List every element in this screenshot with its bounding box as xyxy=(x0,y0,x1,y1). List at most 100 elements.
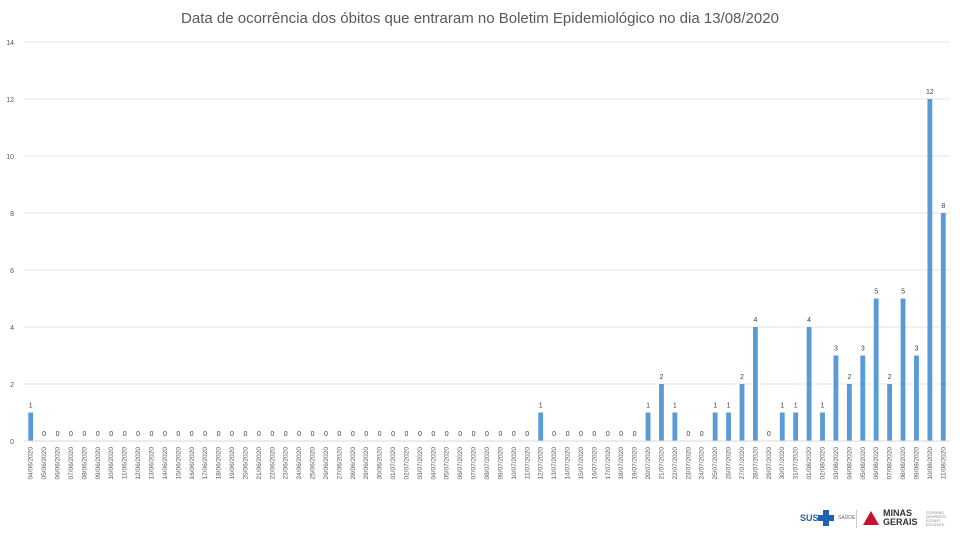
y-axis-ticks: 0 2 4 6 8 10 12 14 xyxy=(6,40,14,446)
data-label: 0 xyxy=(700,431,704,438)
bar xyxy=(860,355,866,441)
data-label: 2 xyxy=(740,374,744,381)
data-label: 0 xyxy=(284,431,288,438)
x-tick-label: 20/07/2020 xyxy=(645,447,652,480)
data-label: 0 xyxy=(351,431,355,438)
data-label: 0 xyxy=(324,431,328,438)
x-axis-ticks: 04/06/2020 05/06/2020 06/06/2020 07/06/2020… xyxy=(28,447,948,480)
x-tick-label: 13/07/2020 xyxy=(551,447,558,480)
data-label: 0 xyxy=(606,431,610,438)
data-label: 8 xyxy=(941,203,945,210)
x-tick-label: 08/06/2020 xyxy=(81,447,88,480)
data-label: 0 xyxy=(270,431,274,438)
bar xyxy=(712,412,718,441)
data-label: 2 xyxy=(888,374,892,381)
footer-logos: SUS SAÚDE MINAS GERAIS GOVERNO DIFERENTE… xyxy=(800,506,950,532)
data-label: 0 xyxy=(619,431,623,438)
data-label: 0 xyxy=(243,431,247,438)
x-tick-label: 06/07/2020 xyxy=(457,447,464,480)
bar xyxy=(900,298,906,441)
data-label: 4 xyxy=(753,317,757,324)
bar xyxy=(820,412,825,441)
data-label: 0 xyxy=(458,431,462,438)
x-tick-label: 29/07/2020 xyxy=(766,447,773,480)
bar xyxy=(28,412,34,441)
slogan-line-1: GOVERNO xyxy=(926,511,944,515)
chart-title: Data de ocorrência dos óbitos que entrar… xyxy=(181,10,779,27)
x-tick-label: 10/08/2020 xyxy=(927,447,934,480)
x-tick-label: 17/06/2020 xyxy=(202,447,209,480)
sus-cross-icon xyxy=(818,510,834,526)
data-label: 0 xyxy=(566,431,570,438)
x-tick-label: 10/07/2020 xyxy=(511,447,518,480)
y-tick-label: 2 xyxy=(10,382,14,389)
x-tick-label: 28/07/2020 xyxy=(752,447,759,480)
x-tick-label: 25/06/2020 xyxy=(310,447,317,480)
data-label: 0 xyxy=(485,431,489,438)
x-tick-label: 08/08/2020 xyxy=(900,447,907,480)
x-tick-label: 26/07/2020 xyxy=(726,447,733,480)
bar xyxy=(659,384,664,441)
data-label: 0 xyxy=(203,431,207,438)
x-tick-label: 06/06/2020 xyxy=(55,447,62,480)
x-tick-label: 01/07/2020 xyxy=(390,447,397,480)
gerais-line: GERAIS xyxy=(883,517,918,527)
data-label: 0 xyxy=(311,431,315,438)
bar xyxy=(752,327,758,441)
x-tick-label: 11/07/2020 xyxy=(524,447,531,479)
data-label: 0 xyxy=(56,431,60,438)
data-label: 0 xyxy=(257,431,261,438)
x-tick-label: 19/06/2020 xyxy=(229,447,236,480)
gridlines xyxy=(24,41,950,385)
bar xyxy=(672,412,678,441)
data-label: 0 xyxy=(552,431,556,438)
data-label: 0 xyxy=(498,431,502,438)
logo-divider xyxy=(856,510,857,528)
x-tick-label: 24/06/2020 xyxy=(296,447,303,480)
x-tick-label: 29/06/2020 xyxy=(363,447,370,480)
x-tick-label: 12/06/2020 xyxy=(135,447,142,480)
x-tick-label: 27/07/2020 xyxy=(739,447,746,480)
data-label: 12 xyxy=(926,89,934,96)
y-tick-label: 12 xyxy=(6,97,14,104)
x-tick-label: 16/07/2020 xyxy=(591,447,598,480)
x-tick-label: 19/07/2020 xyxy=(632,447,639,480)
data-label: 0 xyxy=(525,431,529,438)
x-tick-label: 18/07/2020 xyxy=(618,447,625,480)
x-tick-label: 04/08/2020 xyxy=(846,447,853,480)
data-labels: 1 0 0 0 0 0 0 0 0 0 0 0 0 0 0 0 0 0 0 0 0 0 0 0 0 0 0 0 0 0 0 0 0 0 0 0 0 0 1 0… xyxy=(29,89,946,438)
bar xyxy=(739,384,745,441)
slogan-line-2: DIFERENTE. xyxy=(926,515,947,519)
x-tick-label: 18/06/2020 xyxy=(216,447,223,480)
x-tick-label: 14/07/2020 xyxy=(565,447,572,480)
data-label: 3 xyxy=(834,346,838,353)
bar xyxy=(793,412,799,441)
data-label: 1 xyxy=(29,403,33,410)
x-tick-label: 09/08/2020 xyxy=(913,447,920,480)
data-label: 0 xyxy=(337,431,341,438)
bar xyxy=(779,412,785,441)
x-tick-label: 07/08/2020 xyxy=(887,447,894,480)
data-label: 4 xyxy=(807,317,811,324)
data-label: 0 xyxy=(163,431,167,438)
sus-logo-text: SUS xyxy=(800,513,819,523)
x-tick-label: 02/08/2020 xyxy=(820,447,827,480)
x-tick-label: 07/07/2020 xyxy=(471,447,478,480)
x-tick-label: 25/07/2020 xyxy=(712,447,719,480)
data-label: 0 xyxy=(445,431,449,438)
x-tick-label: 08/07/2020 xyxy=(484,447,491,480)
x-tick-label: 15/07/2020 xyxy=(578,447,585,480)
data-label: 0 xyxy=(378,431,382,438)
data-label: 1 xyxy=(646,403,650,410)
x-tick-label: 06/08/2020 xyxy=(873,447,880,480)
data-label: 0 xyxy=(418,431,422,438)
minas-gerais-triangle-icon xyxy=(863,511,879,525)
bar xyxy=(914,355,919,441)
x-tick-label: 05/07/2020 xyxy=(444,447,451,480)
data-label: 0 xyxy=(767,431,771,438)
slogan-line-4: EFICIENTE. xyxy=(926,523,946,527)
data-label: 0 xyxy=(472,431,476,438)
slogan-line-3: ESTADO xyxy=(926,519,941,523)
data-label: 0 xyxy=(82,431,86,438)
